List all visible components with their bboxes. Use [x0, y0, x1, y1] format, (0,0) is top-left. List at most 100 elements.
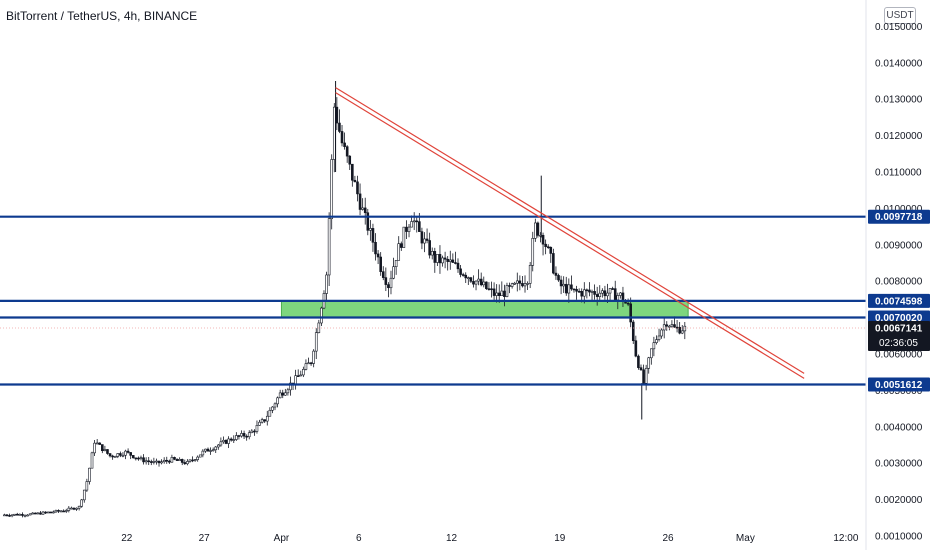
- candle-body: [348, 155, 352, 165]
- candle-body: [41, 511, 45, 515]
- candle-body: [361, 207, 364, 210]
- candle-body: [147, 460, 151, 463]
- candle-body: [549, 246, 553, 254]
- candle-body: [680, 330, 684, 334]
- candle-body: [13, 513, 16, 516]
- candle-body: [477, 278, 480, 282]
- trendline: [335, 87, 805, 374]
- candle-body: [15, 513, 19, 516]
- candle-body: [235, 435, 238, 440]
- candle-body: [188, 459, 192, 462]
- candle-body: [332, 106, 336, 160]
- candle-body: [423, 238, 426, 244]
- candle-body: [325, 274, 328, 294]
- candle-body: [77, 505, 81, 509]
- candle-body: [95, 442, 99, 445]
- candle-body: [644, 367, 648, 384]
- candle-body: [634, 340, 638, 357]
- price-axis-tick: 0.0130000: [875, 95, 923, 106]
- candle-body: [3, 514, 6, 517]
- candle-body: [601, 290, 604, 294]
- candle-body: [503, 290, 506, 297]
- candle-body: [585, 289, 589, 292]
- level-price-tag-bg: [868, 209, 930, 224]
- candle-body: [374, 241, 377, 255]
- candle-body: [302, 369, 305, 376]
- candle-body: [459, 268, 462, 275]
- candle-body: [608, 288, 612, 294]
- candle-body: [425, 238, 429, 241]
- candle-body: [152, 461, 156, 463]
- candle-body: [101, 444, 104, 452]
- candle-body: [296, 375, 300, 377]
- candle-body: [402, 226, 406, 248]
- candle-body: [467, 277, 470, 279]
- candle-body: [157, 460, 161, 464]
- candle-body: [222, 439, 225, 443]
- candle-body: [523, 283, 527, 287]
- currency-unit-badge[interactable]: USDT: [884, 7, 916, 24]
- candle-body: [495, 292, 498, 296]
- last-price-tag-bg: [868, 321, 930, 352]
- candle-body: [54, 510, 58, 513]
- candle-body: [46, 511, 50, 514]
- candle-body: [265, 415, 269, 422]
- candle-body: [446, 258, 449, 262]
- candle-body: [8, 515, 11, 517]
- candle-body: [629, 303, 632, 323]
- candle-body: [72, 507, 76, 510]
- candle-body: [541, 234, 545, 245]
- candle-body: [314, 332, 318, 352]
- candle-body: [201, 450, 205, 456]
- candle-body: [492, 288, 496, 296]
- chart-title: BitTorrent / TetherUS, 4h, BINANCE: [6, 9, 198, 23]
- horizontal-levels-layer: [0, 215, 866, 386]
- level-price-tag: 0.0070020: [875, 313, 923, 324]
- price-axis-tick: 0.0150000: [875, 22, 923, 33]
- candle-body: [353, 179, 357, 183]
- candle-body: [567, 284, 571, 294]
- candle-body: [253, 430, 256, 433]
- candle-body: [358, 193, 362, 210]
- candle-body: [647, 357, 651, 369]
- candle-body: [170, 457, 174, 463]
- price-axis-tick: 0.0120000: [875, 131, 923, 142]
- price-tags-layer: 0.0097718 0.0074598 0.0070020 0.0051612 0.00…: [868, 209, 930, 392]
- candle-body: [131, 455, 135, 459]
- candle-body: [639, 367, 643, 371]
- candle-body: [57, 510, 60, 512]
- candle-body: [175, 459, 179, 461]
- candle-body: [557, 275, 560, 281]
- candle-body: [577, 290, 581, 293]
- candle-body: [387, 284, 390, 289]
- candle-body: [613, 288, 617, 301]
- candle-body: [168, 460, 171, 463]
- candle-body: [75, 507, 78, 510]
- candle-body: [284, 392, 287, 396]
- price-axis-tick: 0.0140000: [875, 58, 923, 69]
- candle-body: [111, 455, 114, 458]
- level-price-tag-bg: [868, 293, 930, 308]
- level-price-tag: 0.0051612: [875, 380, 923, 391]
- candle-body: [521, 283, 524, 287]
- candle-body: [36, 512, 40, 515]
- candle-body: [178, 459, 181, 461]
- candle-body: [428, 240, 431, 256]
- candle-body: [126, 450, 130, 453]
- candle-body: [183, 462, 187, 465]
- candle-body: [23, 514, 27, 517]
- candle-body: [340, 131, 344, 144]
- candle-body: [366, 212, 370, 231]
- time-axis: 22 27 Apr 6 12 19 26 May 12:00: [121, 533, 859, 544]
- candle-body: [363, 207, 367, 214]
- candle-body: [590, 291, 594, 293]
- candle-body: [237, 435, 241, 437]
- candle-body: [330, 159, 334, 219]
- candle-body: [268, 409, 272, 417]
- candle-body: [678, 326, 681, 334]
- candle-body: [392, 266, 395, 279]
- candle-body: [18, 514, 22, 516]
- candle-body: [64, 510, 68, 512]
- candle-body: [534, 222, 537, 239]
